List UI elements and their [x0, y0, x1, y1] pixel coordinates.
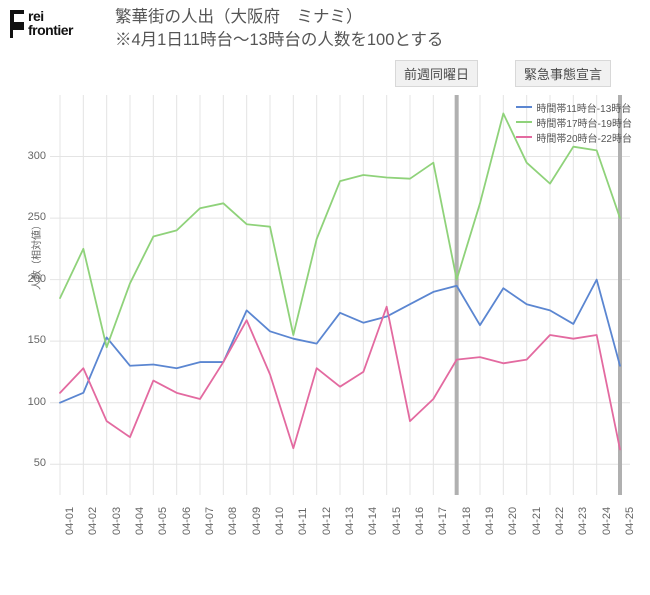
y-tick-label: 200	[16, 273, 46, 285]
x-tick-label: 04-22	[554, 507, 566, 535]
x-tick-label: 04-23	[577, 507, 589, 535]
legend-swatch	[516, 106, 532, 108]
chart-title-line2: ※4月1日11時台～13時台の人数を100とする	[115, 29, 443, 52]
logo: rei frontier	[10, 8, 90, 48]
x-tick-label: 04-17	[437, 507, 449, 535]
x-tick-label: 04-07	[204, 507, 216, 535]
x-tick-label: 04-19	[484, 507, 496, 535]
chart-title-line1: 繁華街の人出（大阪府 ミナミ）	[115, 6, 443, 29]
legend-item: 時間帯20時台-22時台	[516, 130, 632, 144]
legend-label: 時間帯17時台-19時台	[536, 115, 632, 130]
x-tick-label: 04-16	[414, 507, 426, 535]
x-tick-label: 04-10	[274, 507, 286, 535]
x-tick-label: 04-18	[461, 507, 473, 535]
x-tick-label: 04-11	[297, 508, 309, 535]
y-tick-label: 250	[16, 211, 46, 223]
legend-swatch	[516, 121, 532, 123]
x-tick-label: 04-08	[227, 507, 239, 535]
x-tick-label: 04-14	[367, 507, 379, 535]
y-tick-label: 50	[16, 457, 46, 469]
legend-label: 時間帯11時台-13時台	[536, 100, 631, 115]
x-tick-label: 04-01	[64, 507, 76, 535]
x-tick-label: 04-15	[391, 507, 403, 535]
y-tick-label: 150	[16, 334, 46, 346]
x-tick-label: 04-04	[134, 507, 146, 535]
x-tick-label: 04-12	[321, 507, 333, 535]
chart-plot-area	[50, 95, 630, 495]
annotation-label: 前週同曜日	[395, 60, 478, 87]
x-tick-label: 04-20	[507, 507, 519, 535]
chart-legend: 時間帯11時台-13時台時間帯17時台-19時台時間帯20時台-22時台	[516, 100, 632, 145]
y-tick-label: 300	[16, 150, 46, 162]
x-tick-label: 04-09	[251, 507, 263, 535]
x-tick-label: 04-25	[624, 507, 636, 535]
legend-swatch	[516, 136, 532, 138]
legend-item: 時間帯11時台-13時台	[516, 100, 632, 114]
chart-title: 繁華街の人出（大阪府 ミナミ） ※4月1日11時台～13時台の人数を100とする	[115, 6, 443, 52]
legend-label: 時間帯20時台-22時台	[536, 130, 632, 145]
y-tick-label: 100	[16, 396, 46, 408]
chart-svg	[50, 95, 630, 495]
logo-text-2: frontier	[28, 22, 73, 38]
x-tick-label: 04-02	[87, 507, 99, 535]
x-tick-label: 04-05	[157, 507, 169, 535]
x-tick-label: 04-06	[181, 507, 193, 535]
x-tick-label: 04-13	[344, 507, 356, 535]
legend-item: 時間帯17時台-19時台	[516, 115, 632, 129]
x-tick-label: 04-21	[531, 507, 543, 535]
x-tick-label: 04-24	[601, 507, 613, 535]
x-tick-label: 04-03	[111, 507, 123, 535]
annotation-label: 緊急事態宣言	[515, 60, 611, 87]
